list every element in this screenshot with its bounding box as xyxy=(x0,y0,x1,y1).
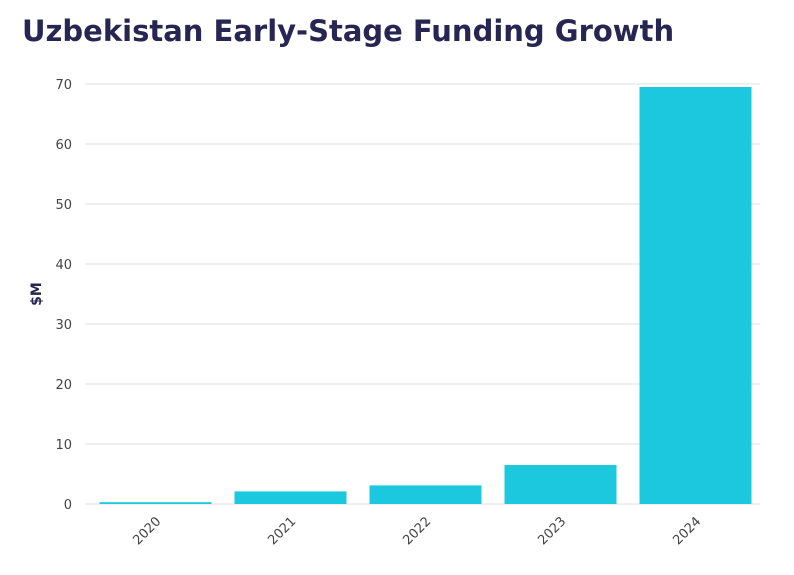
y-tick-label: 50 xyxy=(55,198,72,213)
y-tick-label: 20 xyxy=(55,378,72,393)
x-tick-label: 2021 xyxy=(265,514,299,548)
chart-title: Uzbekistan Early-Stage Funding Growth xyxy=(22,14,675,48)
x-tick-label: 2024 xyxy=(670,514,704,548)
bar-2020 xyxy=(99,502,212,504)
y-tick-label: 0 xyxy=(64,498,72,513)
y-tick-label: 40 xyxy=(55,258,72,273)
bar-2022 xyxy=(369,485,482,504)
y-tick-label: 30 xyxy=(55,318,72,333)
y-tick-label: 60 xyxy=(55,138,72,153)
bar-2021 xyxy=(234,491,347,504)
x-tick-label: 2022 xyxy=(400,514,434,548)
x-tick-label: 2020 xyxy=(130,514,164,548)
y-tick-label: 70 xyxy=(55,78,72,93)
y-tick-label: 10 xyxy=(55,438,72,453)
bar-2024 xyxy=(639,87,752,504)
x-tick-label: 2023 xyxy=(535,514,569,548)
bar-2023 xyxy=(504,465,617,504)
y-axis-label: $M xyxy=(29,282,45,306)
